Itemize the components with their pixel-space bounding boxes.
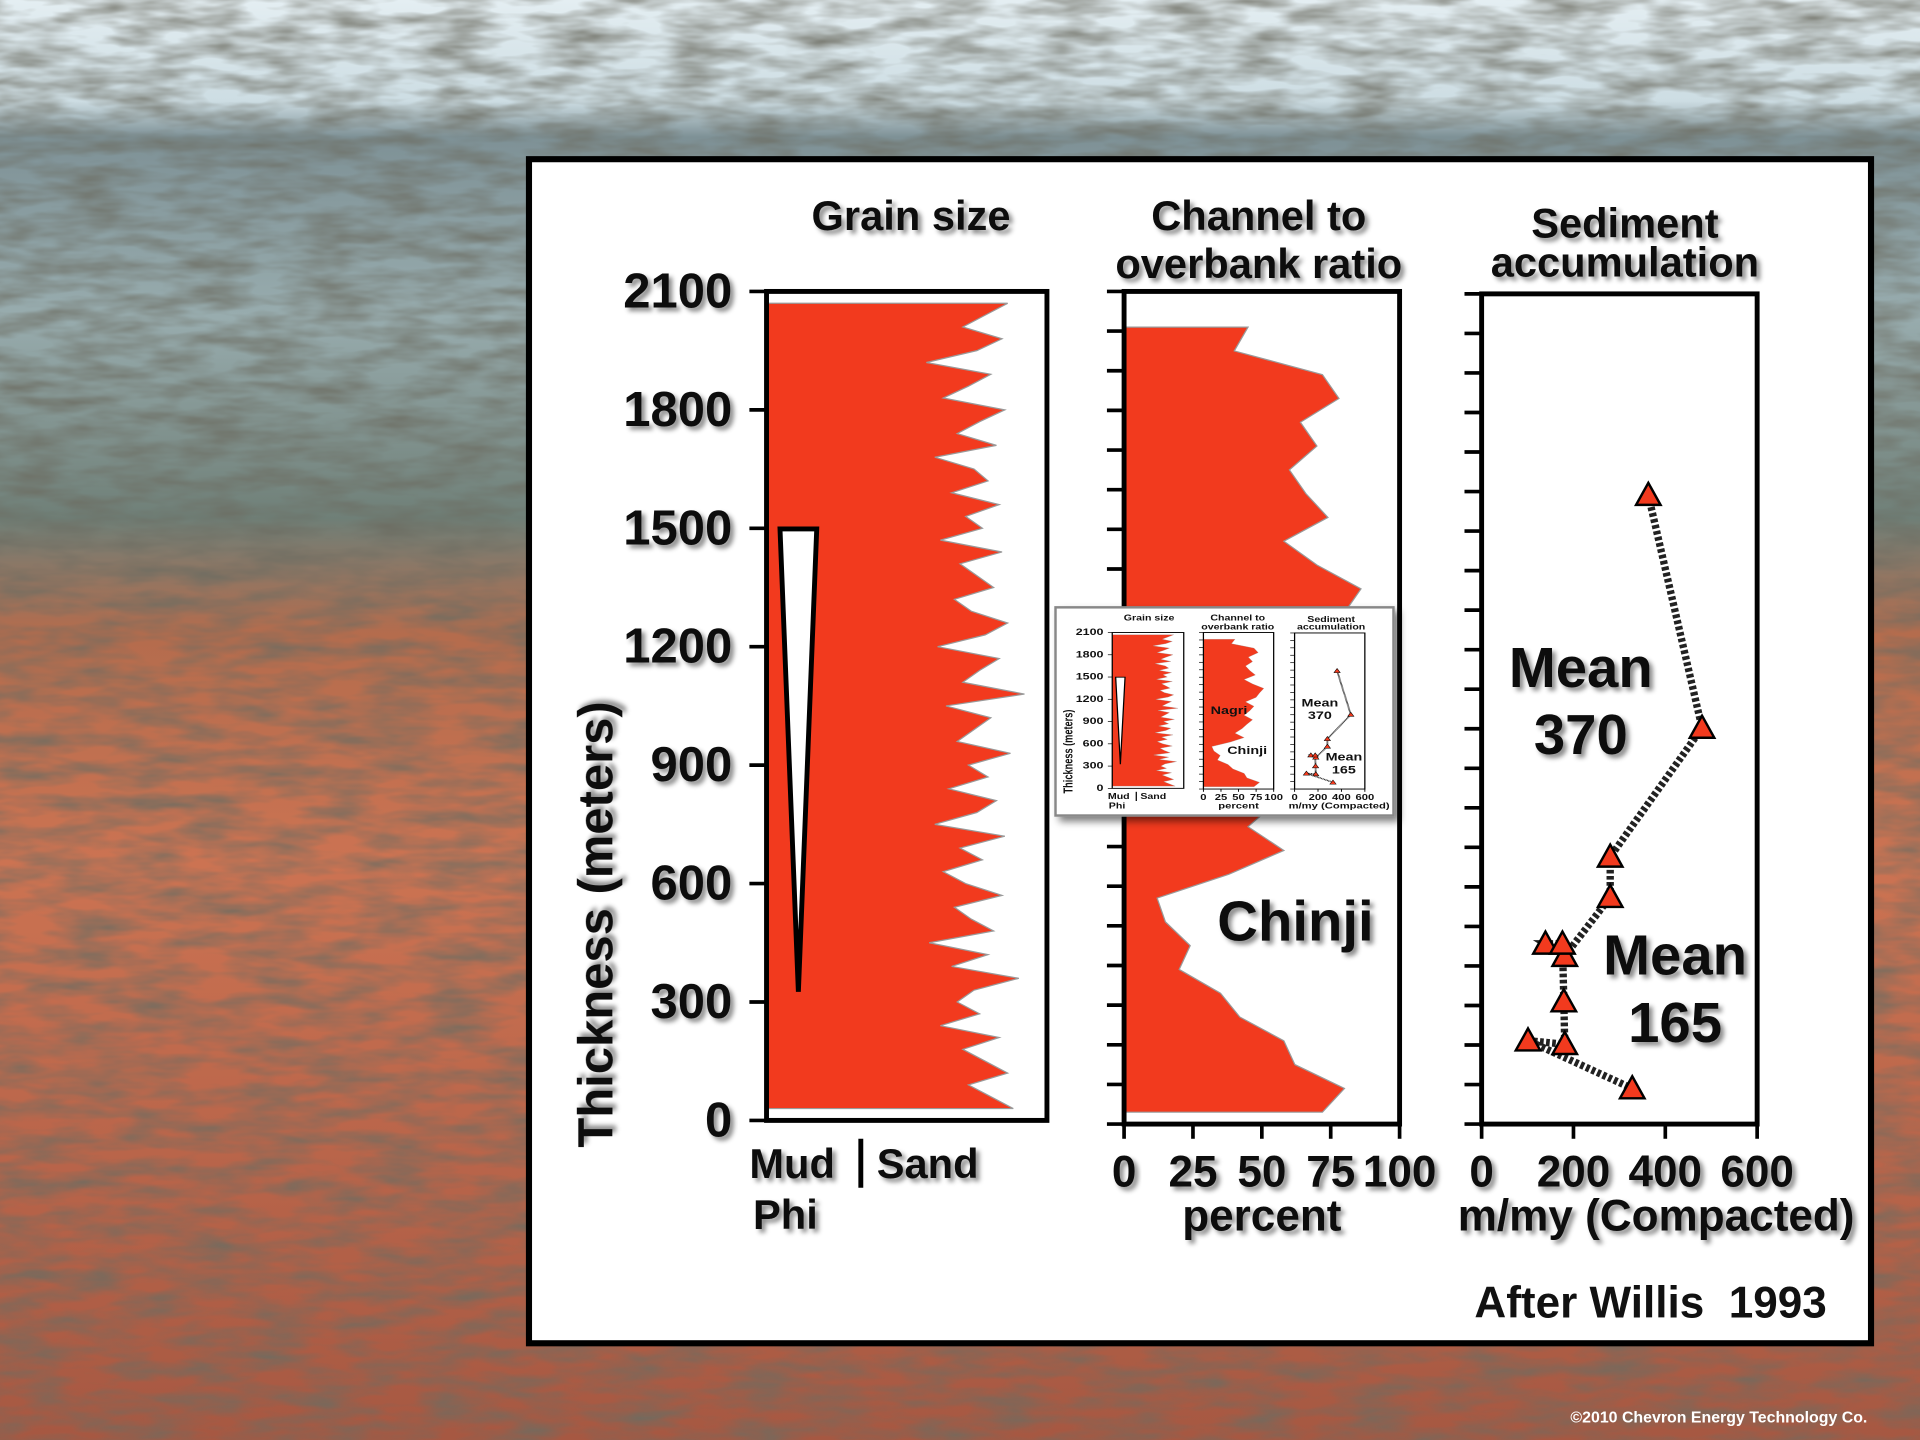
y-tick-label: 2100 xyxy=(623,264,732,318)
x-unit-label: Phi xyxy=(753,1191,818,1238)
chart-title: Grain size xyxy=(812,192,1011,239)
x-end-label: Sand xyxy=(1140,792,1166,800)
annotation: Nagri xyxy=(1211,705,1248,717)
x-tick-label: 75 xyxy=(1250,793,1263,802)
x-end-label: Mud xyxy=(749,1140,835,1187)
x-tick-label: 600 xyxy=(1355,793,1374,802)
annotation: 370 xyxy=(1308,710,1332,722)
x-axis-label: m/my (Compacted) xyxy=(1458,1191,1855,1240)
y-tick-label: 2100 xyxy=(1076,627,1104,637)
x-tick-label: 50 xyxy=(1237,1147,1286,1196)
y-tick-label: 900 xyxy=(1083,717,1104,727)
annotation: 370 xyxy=(1534,703,1628,766)
annotation: Chinji xyxy=(1217,889,1373,952)
y-tick-label: 900 xyxy=(651,738,733,792)
y-axis-label: Thickness (meters) xyxy=(1062,709,1076,793)
copyright: ©2010 Chevron Energy Technology Co. xyxy=(1570,1409,1867,1426)
x-axis-label: percent xyxy=(1218,802,1259,811)
chart-title: accumulation xyxy=(1297,623,1366,631)
chart-title: Grain size xyxy=(1124,614,1175,622)
y-tick-label: 600 xyxy=(1083,739,1104,749)
x-tick-label: 0 xyxy=(1291,793,1298,802)
x-end-label: Mud xyxy=(1108,792,1130,800)
y-tick-label: 1500 xyxy=(1076,672,1104,682)
y-tick-label: 300 xyxy=(1083,761,1104,771)
x-tick-label: 200 xyxy=(1537,1147,1611,1196)
x-tick-label: 0 xyxy=(1469,1147,1494,1196)
y-tick-label: 0 xyxy=(705,1093,732,1147)
annotation: Mean xyxy=(1326,751,1363,763)
page: {"chart_data": [ {"type": "area", "title… xyxy=(0,0,1920,1440)
x-axis-label: percent xyxy=(1182,1191,1342,1240)
y-tick-label: 1200 xyxy=(1076,694,1104,704)
x-tick-label: 100 xyxy=(1264,793,1283,802)
annotation: 165 xyxy=(1628,991,1722,1054)
x-tick-label: 50 xyxy=(1232,793,1245,802)
x-tick-label: 400 xyxy=(1629,1147,1703,1196)
x-tick-label: 400 xyxy=(1332,793,1351,802)
x-tick-label: 75 xyxy=(1306,1147,1355,1196)
chart-title: Sediment xyxy=(1307,615,1355,623)
annotation: 165 xyxy=(1332,764,1356,776)
x-tick-label: 25 xyxy=(1168,1147,1217,1196)
y-tick-label: 1500 xyxy=(623,501,732,555)
chart-title: accumulation xyxy=(1491,239,1759,286)
credit: After Willis 1993 xyxy=(1474,1278,1826,1327)
y-tick-label: 300 xyxy=(651,975,733,1029)
y-tick-label: 1800 xyxy=(623,383,732,437)
x-tick-label: 25 xyxy=(1215,793,1228,802)
annotation: Chinji xyxy=(1227,745,1267,757)
annotation: Mean xyxy=(1509,636,1653,699)
annotation: Mean xyxy=(1603,924,1747,987)
annotation: Mean xyxy=(1302,697,1339,709)
y-tick-label: 0 xyxy=(1097,783,1104,793)
y-axis-label: Thickness (meters) xyxy=(569,701,623,1147)
slide: Grain size 0 300 600 900 1200 1500 1800 2100 Thic… xyxy=(0,0,1920,1440)
chart-title: overbank ratio xyxy=(1201,623,1274,631)
x-axis-label: m/my (Compacted) xyxy=(1289,802,1390,811)
x-tick-label: 0 xyxy=(1200,793,1207,802)
x-tick-label: 0 xyxy=(1112,1147,1137,1196)
x-tick-label: 600 xyxy=(1720,1147,1794,1196)
x-tick-label: 200 xyxy=(1309,793,1328,802)
chart-title: Channel to xyxy=(1151,192,1366,239)
chart-title: overbank ratio xyxy=(1115,240,1402,287)
x-tick-label: 100 xyxy=(1363,1147,1437,1196)
chart-title: Channel to xyxy=(1210,614,1265,622)
y-tick-label: 1200 xyxy=(623,620,732,674)
x-end-label: Sand xyxy=(877,1140,979,1187)
y-tick-label: 1800 xyxy=(1076,650,1104,660)
y-tick-label: 600 xyxy=(651,857,733,911)
x-unit-label: Phi xyxy=(1109,802,1126,810)
